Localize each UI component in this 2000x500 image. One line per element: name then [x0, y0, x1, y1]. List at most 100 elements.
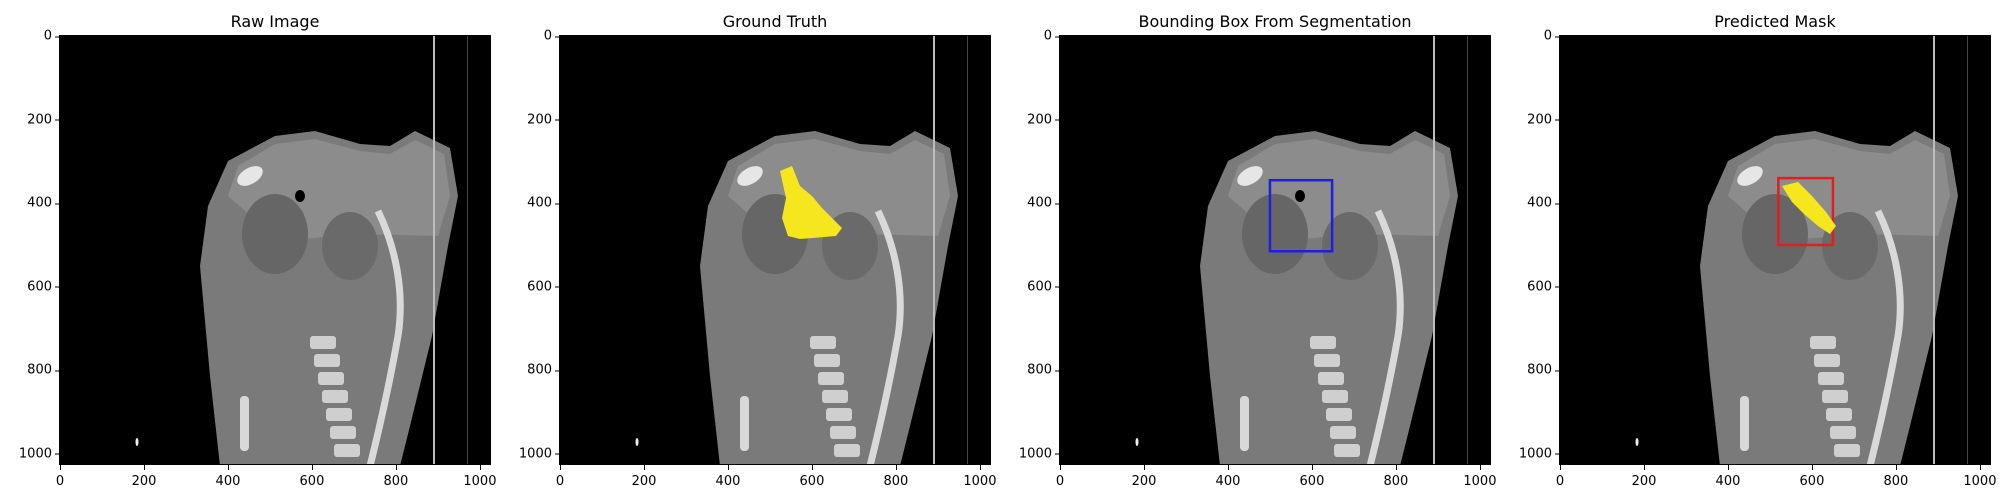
spine-curve [1866, 209, 1904, 464]
bone-anterior [740, 396, 749, 451]
spine-curve [366, 209, 404, 464]
vertebra [1834, 444, 1860, 457]
image-axes [60, 36, 490, 464]
x-tick-label: 600 [1787, 465, 1837, 489]
panel-1: Raw Image 0 200 400 600 800 1000 0 200 400 600 800 1… [0, 0, 500, 500]
image-axes [560, 36, 990, 464]
marker-dot [1635, 438, 1639, 446]
vertebra [810, 336, 836, 349]
y-tick-label: 800 [1500, 363, 1560, 378]
edge-line [1967, 36, 1968, 464]
vertebra [1830, 426, 1856, 439]
y-tick-label: 0 [1000, 29, 1060, 44]
image-canvas [135, 36, 468, 464]
x-tick-label: 800 [871, 465, 921, 489]
panel-4: Predicted Mask 0 200 400 600 800 1000 0 200 400 60… [1500, 0, 2000, 500]
rib-bright [1737, 166, 1763, 186]
image-canvas [635, 36, 968, 464]
vertebra [1822, 390, 1848, 403]
marker-dot [635, 438, 639, 446]
x-tick-label: 600 [787, 465, 837, 489]
vertebra [814, 354, 840, 367]
x-tick-label: 200 [119, 465, 169, 489]
y-tick-label: 600 [0, 279, 60, 294]
x-tick-label: 400 [1703, 465, 1753, 489]
y-tick-label: 600 [500, 279, 560, 294]
y-tick-label: 0 [0, 29, 60, 44]
vertebra [330, 426, 356, 439]
ground-truth-mask [780, 166, 842, 239]
x-tick-label: 1000 [1455, 465, 1505, 489]
edge-line [967, 36, 968, 464]
panel-title: Predicted Mask [1714, 12, 1836, 31]
vertebra [826, 408, 852, 421]
vertebra [310, 336, 336, 349]
y-tick-label: 200 [500, 112, 560, 127]
image-axes [1560, 36, 1990, 464]
bone-anterior [240, 396, 249, 451]
vertebra [1322, 390, 1348, 403]
x-tick-label: 0 [535, 465, 585, 489]
x-tick-label: 0 [35, 465, 85, 489]
air-pocket [1295, 190, 1305, 202]
x-tick-label: 800 [1371, 465, 1421, 489]
organ-left [242, 194, 308, 274]
table-line [1433, 36, 1435, 464]
vertebra [1326, 408, 1352, 421]
x-tick-label: 200 [1119, 465, 1169, 489]
ct-scan-image [635, 36, 968, 464]
vertebra [1826, 408, 1852, 421]
vertebra [1330, 426, 1356, 439]
y-tick-label: 800 [1000, 363, 1060, 378]
vertebra [1334, 444, 1360, 457]
y-tick-label: 1000 [1000, 446, 1060, 461]
x-tick-label: 800 [371, 465, 421, 489]
bone-anterior [1740, 396, 1749, 451]
vertebra [1310, 336, 1336, 349]
y-tick-label: 0 [500, 29, 560, 44]
y-tick-label: 400 [1000, 196, 1060, 211]
vertebra [326, 408, 352, 421]
rib-bright [737, 166, 763, 186]
panel-title: Bounding Box From Segmentation [1138, 12, 1412, 31]
organ-right [1822, 212, 1878, 280]
marker-dot [135, 438, 139, 446]
organ-left [1742, 194, 1808, 274]
bounding-box [1268, 178, 1334, 253]
x-tick-label: 0 [1035, 465, 1085, 489]
y-tick-label: 600 [1500, 279, 1560, 294]
vertebra [318, 372, 344, 385]
rib-bright [237, 166, 263, 186]
x-tick-label: 1000 [1955, 465, 2000, 489]
x-tick-label: 400 [203, 465, 253, 489]
image-canvas [1635, 36, 1968, 464]
y-tick-label: 200 [1000, 112, 1060, 127]
y-tick-label: 400 [500, 196, 560, 211]
vertebra [314, 354, 340, 367]
bounding-box [1777, 176, 1835, 247]
air-pocket [295, 190, 305, 202]
rib-bright [1237, 166, 1263, 186]
ct-scan-image [1635, 36, 1968, 464]
x-tick-label: 600 [287, 465, 337, 489]
table-line [433, 36, 435, 464]
y-tick-label: 400 [0, 196, 60, 211]
panel-2: Ground Truth 0 200 400 600 800 1000 0 200 400 600 8… [500, 0, 1000, 500]
vertebra [1818, 372, 1844, 385]
vertebra [818, 372, 844, 385]
x-tick-label: 1000 [955, 465, 1005, 489]
y-tick-label: 1000 [0, 446, 60, 461]
y-tick-label: 800 [0, 363, 60, 378]
x-tick-label: 400 [1203, 465, 1253, 489]
x-tick-label: 0 [1535, 465, 1585, 489]
x-tick-label: 400 [703, 465, 753, 489]
x-tick-label: 200 [619, 465, 669, 489]
predicted-mask [1782, 182, 1836, 234]
panel-title: Ground Truth [722, 12, 828, 31]
vertebra [322, 390, 348, 403]
y-tick-label: 600 [1000, 279, 1060, 294]
vertebra [830, 426, 856, 439]
table-line [1933, 36, 1935, 464]
panel-3: Bounding Box From Segmentation 0 200 400 600… [1000, 0, 1500, 500]
spine-curve [866, 209, 904, 464]
